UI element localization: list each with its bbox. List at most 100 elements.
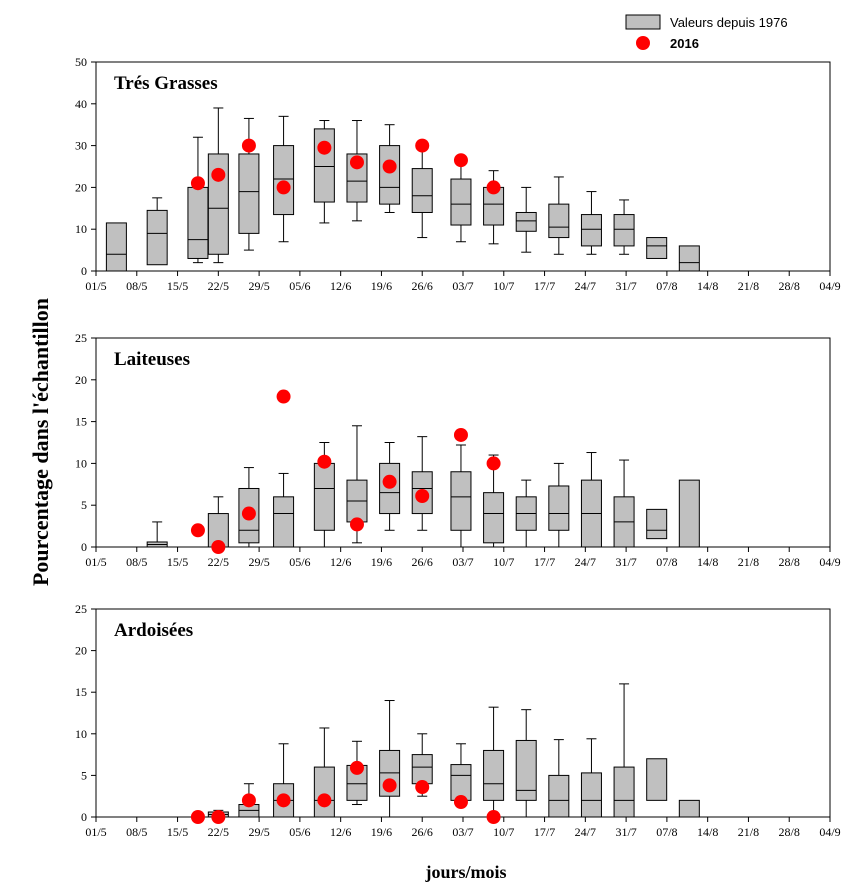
legend-box-swatch (625, 14, 661, 30)
box-plot (187, 136, 209, 264)
box-plot (379, 124, 401, 213)
box-iqr (273, 145, 295, 216)
box-plot (580, 191, 602, 255)
x-tick-label: 31/7 (615, 555, 636, 569)
x-tick-label: 03/7 (452, 279, 473, 293)
x-tick-label: 21/8 (738, 825, 759, 839)
y-tick-label: 40 (75, 97, 87, 111)
y-axis-title: Pourcentage dans l'échantillon (28, 298, 53, 586)
x-tick-label: 21/8 (738, 555, 759, 569)
x-tick-label: 08/5 (126, 555, 147, 569)
point-2016 (415, 138, 430, 153)
x-tick-label: 08/5 (126, 279, 147, 293)
y-tick-label: 10 (75, 727, 87, 741)
box-iqr (238, 153, 260, 234)
point-2016 (317, 454, 332, 469)
y-tick-label: 5 (81, 768, 87, 782)
box-plot (450, 444, 472, 548)
x-axis-title: jours/mois (425, 862, 507, 882)
x-tick-label: 12/6 (330, 555, 351, 569)
box-iqr (450, 764, 472, 801)
y-tick-label: 0 (81, 264, 87, 278)
x-tick-label: 04/9 (819, 825, 840, 839)
x-tick-label: 31/7 (615, 279, 636, 293)
x-tick-label: 17/7 (534, 279, 555, 293)
point-2016 (211, 810, 226, 824)
point-2016 (453, 153, 468, 168)
box-plot (678, 479, 700, 548)
box-plot (613, 459, 635, 548)
x-tick-label: 15/5 (167, 279, 188, 293)
box-iqr (678, 245, 700, 272)
box-plot (613, 199, 635, 255)
box-plot (580, 738, 602, 818)
box-plot (238, 783, 260, 818)
panel-title: Trés Grasses (114, 73, 218, 94)
y-tick-label: 15 (75, 415, 87, 429)
box-plot (238, 117, 260, 251)
box-iqr (187, 186, 209, 259)
x-tick-label: 19/6 (371, 279, 392, 293)
point-2016 (276, 180, 291, 195)
box-iqr (483, 749, 505, 801)
box-plot (411, 436, 433, 531)
box-iqr (678, 479, 700, 548)
x-tick-label: 15/5 (167, 825, 188, 839)
box-iqr (105, 222, 127, 272)
y-tick-label: 15 (75, 685, 87, 699)
x-tick-label: 01/5 (85, 555, 106, 569)
y-tick-label: 0 (81, 540, 87, 554)
x-tick-label: 10/7 (493, 279, 514, 293)
panel: Trés Grasses 0 10 20 30 40 50 01/5 08/5 15/5 22/5 2… (75, 55, 841, 293)
box-iqr (483, 492, 505, 544)
y-tick-label: 25 (75, 331, 87, 345)
x-tick-label: 19/6 (371, 555, 392, 569)
legend: Valeurs depuis 1976 2016 (625, 14, 788, 51)
x-tick-label: 12/6 (330, 825, 351, 839)
box-iqr (515, 211, 537, 232)
x-tick-label: 24/7 (575, 555, 596, 569)
point-2016 (415, 489, 430, 504)
x-tick-label: 03/7 (452, 555, 473, 569)
x-tick-label: 22/5 (208, 825, 229, 839)
x-tick-label: 31/7 (615, 825, 636, 839)
x-tick-label: 12/6 (330, 279, 351, 293)
legend-box-label: Valeurs depuis 1976 (670, 15, 788, 30)
x-tick-label: 07/8 (656, 825, 677, 839)
box-plot (411, 145, 433, 239)
box-plot (678, 799, 700, 818)
x-tick-label: 28/8 (779, 825, 800, 839)
x-tick-label: 24/7 (575, 825, 596, 839)
box-iqr (515, 739, 537, 801)
y-tick-label: 10 (75, 456, 87, 470)
x-tick-label: 28/8 (779, 555, 800, 569)
box-plot (313, 120, 335, 224)
box-iqr (313, 462, 335, 531)
point-2016 (241, 793, 256, 808)
point-2016 (349, 155, 364, 170)
x-tick-label: 14/8 (697, 279, 718, 293)
point-2016 (486, 456, 501, 471)
y-tick-label: 10 (75, 222, 87, 236)
box-iqr (580, 214, 602, 247)
point-2016 (453, 427, 468, 442)
box-plot (646, 508, 668, 540)
box-iqr (313, 128, 335, 203)
box-iqr (548, 203, 570, 239)
x-tick-label: 24/7 (575, 279, 596, 293)
legend-point-label: 2016 (670, 36, 699, 51)
x-tick-label: 19/6 (371, 825, 392, 839)
point-2016 (382, 159, 397, 174)
x-tick-label: 29/5 (248, 825, 269, 839)
x-tick-label: 14/8 (697, 555, 718, 569)
x-tick-label: 05/6 (289, 555, 310, 569)
point-2016 (382, 474, 397, 489)
x-tick-label: 10/7 (493, 825, 514, 839)
box-iqr (411, 754, 433, 785)
box-iqr (450, 471, 472, 531)
box-iqr (613, 214, 635, 247)
box-plot (483, 454, 505, 548)
x-tick-label: 22/5 (208, 555, 229, 569)
